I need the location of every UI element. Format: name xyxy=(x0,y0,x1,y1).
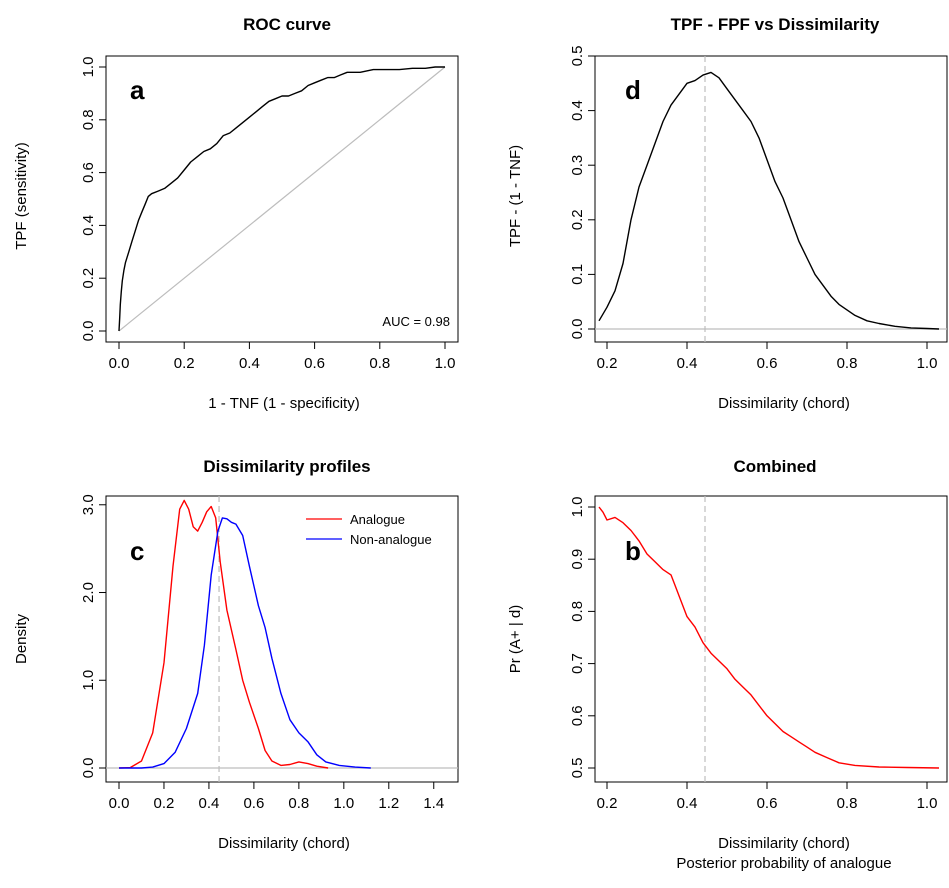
panel-b-xtick-label: 0.6 xyxy=(757,795,778,812)
panel-d-xtick-label: 0.2 xyxy=(597,355,618,372)
panel-a-title: ROC curve xyxy=(243,15,331,34)
panel-c-xtick-label: 0.0 xyxy=(109,795,130,812)
panel-d-frame xyxy=(594,55,948,343)
panel-c-letter: c xyxy=(130,536,144,566)
panel-a-reference-line xyxy=(118,66,446,332)
panel-d-ytick-label: 0.5 xyxy=(569,46,586,67)
panel-c-xtick-label: 1.0 xyxy=(333,795,354,812)
panel-b-plot: 0.2 0.4 0.6 0.8 1.0 0.5 0.6 0.7 0.8 0.9 1.0 xyxy=(569,496,940,812)
panel-b-ytick-label: 1.0 xyxy=(569,497,586,518)
panel-c-ytick-label: 2.0 xyxy=(80,582,97,603)
panel-d-ytick-label: 0.3 xyxy=(569,155,586,176)
panel-a-ytick-label: 0.4 xyxy=(80,215,97,236)
panel-d-xtick-label: 0.6 xyxy=(757,355,778,372)
panel-b-sublabel: Posterior probability of analogue xyxy=(676,855,891,872)
panel-b-xtick-label: 0.2 xyxy=(597,795,618,812)
panel-b-ytick-label: 0.7 xyxy=(569,653,586,674)
panel-a-ytick-label: 0.2 xyxy=(80,268,97,289)
panel-b-title: Combined xyxy=(733,457,816,476)
panel-b-xlabel: Dissimilarity (chord) xyxy=(718,835,850,852)
panel-c-xlabel: Dissimilarity (chord) xyxy=(218,835,350,852)
panel-d-xlabel: Dissimilarity (chord) xyxy=(718,395,850,412)
panel-c-series-non-analogue xyxy=(119,517,371,769)
panel-b-ytick-label: 0.9 xyxy=(569,549,586,570)
panel-c-xtick-label: 1.4 xyxy=(423,795,444,812)
panel-a-plot: 0.0 0.2 0.4 0.6 0.8 1.0 0.0 0.2 0.4 0.6 0.8 1.0 xyxy=(80,57,455,372)
panel-a-ytick-label: 1.0 xyxy=(80,57,97,78)
panel-b-frame xyxy=(594,495,948,783)
panel-b-xtick-label: 0.4 xyxy=(677,795,698,812)
legend-label-analogue: Analogue xyxy=(350,512,405,527)
panel-b-xtick-label: 1.0 xyxy=(917,795,938,812)
panel-d-xtick-label: 0.4 xyxy=(677,355,698,372)
panel-c-xtick-label: 1.2 xyxy=(378,795,399,812)
panel-d-ytick-label: 0.4 xyxy=(569,100,586,121)
panel-d: TPF - FPF vs Dissimilarity 0.2 0.4 0.6 0.8 1… xyxy=(507,15,948,412)
panel-c-title: Dissimilarity profiles xyxy=(203,457,370,476)
panel-a-ylabel: TPF (sensitivity) xyxy=(13,142,30,250)
panel-b-xtick-label: 0.8 xyxy=(837,795,858,812)
panel-a-ytick-label: 0.8 xyxy=(80,109,97,130)
panel-c-series-analogue xyxy=(118,499,329,769)
panel-b-series-line xyxy=(598,506,940,769)
panel-a-series-line xyxy=(118,66,445,332)
panel-c: Dissimilarity profiles 0.0 0.2 0.4 0.6 0.8 1.… xyxy=(13,457,459,852)
panel-c-ytick-label: 3.0 xyxy=(80,494,97,515)
panel-b: Combined 0.2 0.4 0.6 0.8 1.0 0.5 0.6 0.7 0.8 0.9 1… xyxy=(507,457,948,872)
panel-b-ylabel: Pr (A+ | d) xyxy=(507,605,524,674)
panel-b-ytick-label: 0.5 xyxy=(569,758,586,779)
panel-d-ylabel: TPF - (1 - TNF) xyxy=(507,145,524,247)
panel-d-ytick-label: 0.2 xyxy=(569,209,586,230)
panel-c-ytick-label: 0.0 xyxy=(80,758,97,779)
legend-label-non-analogue: Non-analogue xyxy=(350,532,432,547)
panel-a-xtick-label: 1.0 xyxy=(435,355,456,372)
panel-d-plot: 0.2 0.4 0.6 0.8 1.0 0.0 0.1 0.2 0.3 0.4 0.5 xyxy=(569,46,947,372)
panel-a-frame xyxy=(105,55,459,343)
panel-d-ytick-label: 0.1 xyxy=(569,264,586,285)
panel-a-xtick-label: 0.0 xyxy=(109,355,130,372)
panel-c-frame xyxy=(105,495,459,783)
panel-c-ylabel: Density xyxy=(13,613,30,664)
panel-a-xlabel: 1 - TNF (1 - specificity) xyxy=(208,395,359,412)
panel-b-ytick-label: 0.8 xyxy=(569,601,586,622)
panel-d-ytick-label: 0.0 xyxy=(569,319,586,340)
panel-a-xtick-label: 0.2 xyxy=(174,355,195,372)
panel-a-xtick-label: 0.6 xyxy=(304,355,325,372)
panel-a-ytick-label: 0.6 xyxy=(80,162,97,183)
panel-c-legend: Analogue Non-analogue xyxy=(306,512,432,547)
panel-c-xtick-label: 0.6 xyxy=(243,795,264,812)
panel-d-series-line xyxy=(598,71,940,330)
panel-c-xtick-label: 0.4 xyxy=(199,795,220,812)
panel-a-ytick-label: 0.0 xyxy=(80,321,97,342)
panel-a-auc-annotation: AUC = 0.98 xyxy=(382,314,450,329)
panel-d-title: TPF - FPF vs Dissimilarity xyxy=(671,15,880,34)
panel-a-letter: a xyxy=(130,75,145,105)
panel-b-ytick-label: 0.6 xyxy=(569,705,586,726)
panel-c-ytick-label: 1.0 xyxy=(80,670,97,691)
panel-d-letter: d xyxy=(625,75,641,105)
panel-a-xtick-label: 0.4 xyxy=(239,355,260,372)
panel-b-letter: b xyxy=(625,536,641,566)
panel-d-xtick-label: 0.8 xyxy=(837,355,858,372)
panel-d-xtick-label: 1.0 xyxy=(917,355,938,372)
panel-c-plot: 0.0 0.2 0.4 0.6 0.8 1.0 1.2 1.4 0.0 1.0 2.0 3.0 xyxy=(80,494,458,812)
panel-a-xtick-label: 0.8 xyxy=(369,355,390,372)
panel-c-xtick-label: 0.8 xyxy=(288,795,309,812)
panel-a: ROC curve 0.0 0.2 0.4 0.6 0.8 1.0 0.0 0.2 0.4 0.6… xyxy=(13,15,459,412)
panel-c-xtick-label: 0.2 xyxy=(154,795,175,812)
